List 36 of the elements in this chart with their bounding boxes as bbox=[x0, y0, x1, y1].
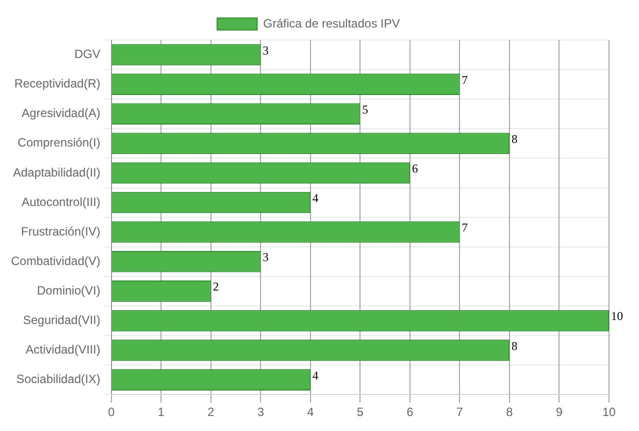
data-label: 3 bbox=[262, 250, 269, 264]
x-tick-label: 10 bbox=[602, 405, 616, 420]
x-tick-label: 5 bbox=[356, 405, 364, 420]
y-tick-label: Sociabilidad(IX) bbox=[16, 372, 100, 386]
x-tick-label: 4 bbox=[307, 405, 314, 420]
y-tick-label: Seguridad(VII) bbox=[22, 313, 100, 328]
y-tick-label: Autocontrol(III) bbox=[22, 194, 100, 209]
x-tick-label: 1 bbox=[158, 405, 165, 420]
x-tick-label: 9 bbox=[556, 405, 563, 420]
data-label: 2 bbox=[212, 280, 219, 294]
x-tick-label: 0 bbox=[108, 405, 116, 420]
y-tick-label: DGV bbox=[74, 47, 100, 62]
data-label: 4 bbox=[312, 191, 318, 206]
data-label: 8 bbox=[511, 132, 518, 146]
data-label: 7 bbox=[462, 72, 468, 87]
y-tick-label: Dominio(VI) bbox=[37, 283, 100, 298]
y-tick-label: Adaptabilidad(II) bbox=[12, 165, 100, 180]
y-tick-label: Actividad(VIII) bbox=[26, 342, 100, 357]
x-tick-label: 2 bbox=[208, 405, 215, 420]
y-tick-label: Frustración(IV) bbox=[21, 224, 100, 238]
data-label: 4 bbox=[312, 368, 318, 382]
x-tick-label: 8 bbox=[506, 405, 514, 420]
legend-label: Gráfica de resultados IPV bbox=[263, 16, 400, 30]
y-tick-label: Combatividad(V) bbox=[10, 254, 100, 268]
data-label: 5 bbox=[362, 102, 368, 116]
x-tick-label: 7 bbox=[456, 405, 464, 420]
x-tick-label: 6 bbox=[406, 405, 414, 420]
data-label: 7 bbox=[462, 220, 468, 235]
y-tick-label: Comprensión(I) bbox=[18, 136, 100, 150]
y-tick-label: Agresividad(A) bbox=[22, 106, 100, 120]
data-label: 10 bbox=[611, 309, 623, 324]
data-label: 3 bbox=[262, 43, 269, 58]
x-tick-label: 3 bbox=[257, 405, 264, 420]
data-label: 8 bbox=[511, 338, 518, 353]
y-tick-label: Receptividad(R) bbox=[14, 76, 100, 91]
data-label: 6 bbox=[412, 161, 418, 176]
